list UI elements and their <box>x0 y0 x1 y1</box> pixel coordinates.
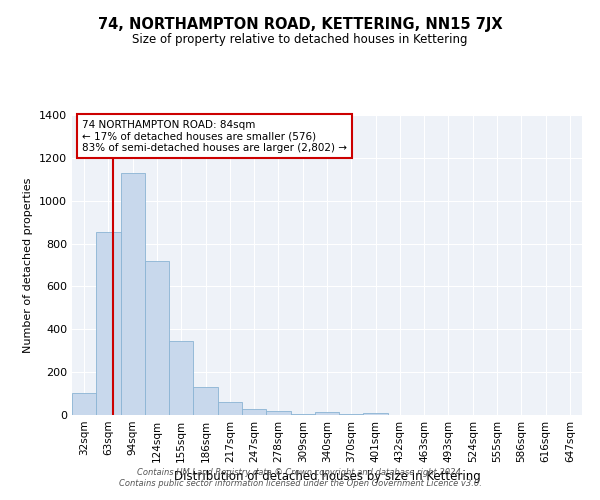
Bar <box>193 387 218 415</box>
X-axis label: Distribution of detached houses by size in Kettering: Distribution of detached houses by size … <box>173 470 481 484</box>
Bar <box>315 412 339 415</box>
Bar <box>121 173 145 415</box>
Bar <box>145 260 169 415</box>
Y-axis label: Number of detached properties: Number of detached properties <box>23 178 34 352</box>
Bar <box>218 402 242 415</box>
Bar <box>290 414 315 415</box>
Bar <box>242 408 266 415</box>
Text: Size of property relative to detached houses in Kettering: Size of property relative to detached ho… <box>132 32 468 46</box>
Text: 74, NORTHAMPTON ROAD, KETTERING, NN15 7JX: 74, NORTHAMPTON ROAD, KETTERING, NN15 7J… <box>98 18 502 32</box>
Bar <box>364 413 388 415</box>
Bar <box>339 414 364 415</box>
Text: 74 NORTHAMPTON ROAD: 84sqm
← 17% of detached houses are smaller (576)
83% of sem: 74 NORTHAMPTON ROAD: 84sqm ← 17% of deta… <box>82 120 347 152</box>
Bar <box>169 341 193 415</box>
Bar <box>72 392 96 415</box>
Text: Contains HM Land Registry data © Crown copyright and database right 2024.
Contai: Contains HM Land Registry data © Crown c… <box>119 468 481 487</box>
Bar <box>266 410 290 415</box>
Bar <box>96 232 121 415</box>
